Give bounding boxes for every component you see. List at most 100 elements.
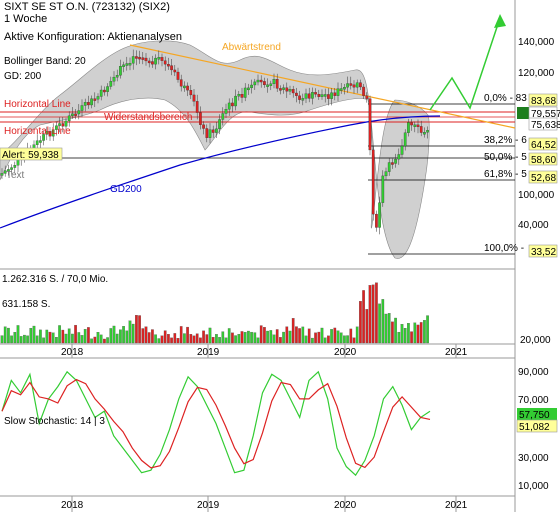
stoch-axis-90: 90,000: [518, 367, 549, 378]
candle-body: [336, 88, 340, 96]
candle-body: [323, 94, 327, 97]
candle-body: [314, 92, 317, 95]
candle-body: [131, 56, 135, 64]
candle-body: [218, 119, 221, 130]
candle-body: [163, 60, 167, 65]
volume-bar: [304, 335, 308, 344]
volume-bar: [173, 333, 177, 344]
volume-bar: [77, 332, 81, 344]
candle-body: [410, 122, 413, 126]
chart-interval: 1 Woche: [4, 13, 48, 25]
candle-body: [173, 69, 177, 73]
candle-body: [330, 92, 333, 99]
volume-bar: [410, 331, 413, 344]
volume-bar: [218, 337, 221, 344]
x-label-2018-b: 2018: [61, 500, 84, 511]
candle-body: [269, 83, 273, 86]
volume-bar: [349, 328, 353, 344]
candle-body: [179, 79, 183, 87]
volume-bar: [253, 332, 257, 344]
volume-bar: [240, 331, 244, 344]
volume-bar: [67, 328, 71, 344]
candle-body: [183, 85, 186, 89]
candle-body: [215, 128, 218, 133]
volume-top-label: 1.262.316 S. / 70,0 Mio.: [2, 274, 108, 285]
candle-body: [352, 84, 356, 88]
volume-bar: [323, 337, 327, 344]
candle-body: [237, 93, 241, 97]
volume-bar: [419, 322, 423, 344]
volume-bar: [186, 326, 189, 344]
volume-bar: [375, 282, 378, 344]
chart-title: SIXT SE ST O.N. (723132) (SIX2): [4, 1, 170, 13]
candle-body: [365, 95, 369, 99]
text-label: Text: [6, 170, 25, 181]
candle-body: [154, 57, 157, 65]
downtrend-line: [129, 44, 516, 129]
candle-body: [339, 88, 343, 91]
candle-body: [426, 130, 429, 133]
candle-body: [349, 83, 353, 86]
volume-bar: [64, 333, 68, 344]
candle-body: [371, 149, 375, 215]
price-axis-120: 120,000: [518, 68, 555, 79]
volume-bar: [55, 337, 58, 344]
volume-bar: [224, 337, 228, 344]
volume-bar: [394, 317, 397, 344]
candle-body: [119, 66, 122, 76]
candle-body: [42, 134, 45, 141]
volume-axis-label: 20,000: [520, 335, 551, 346]
volume-bar: [282, 331, 285, 344]
candle-body: [400, 145, 404, 155]
candle-body: [285, 87, 289, 92]
candle-body: [387, 162, 391, 172]
fib-label-618: 61,8% - 5: [484, 169, 527, 180]
volume-bar: [176, 338, 180, 344]
candle-body: [234, 95, 237, 107]
volume-bar: [179, 326, 183, 344]
volume-bar: [307, 328, 311, 344]
price-axis-100: 100,000: [518, 190, 555, 201]
candle-body: [122, 64, 125, 67]
volume-bar: [96, 332, 100, 344]
volume-bar: [247, 330, 250, 344]
volume-bar: [333, 327, 337, 344]
volume-bar: [314, 332, 317, 344]
volume-bar: [151, 329, 154, 344]
volume-bar: [103, 338, 106, 344]
volume-bar: [35, 335, 39, 344]
volume-bar: [154, 334, 157, 344]
candle-body: [157, 57, 161, 60]
volume-bar: [141, 328, 145, 344]
candle-body: [58, 123, 61, 126]
volume-bar: [285, 326, 289, 344]
candle-body: [266, 84, 269, 87]
candle-body: [359, 82, 362, 88]
volume-bar: [378, 303, 381, 344]
candle-body: [346, 83, 349, 88]
volume-bar: [311, 337, 314, 344]
candle-body: [147, 60, 151, 64]
volume-bar: [48, 331, 52, 344]
candle-body: [61, 123, 65, 127]
candle-body: [211, 129, 215, 133]
candle-body: [295, 92, 298, 96]
volume-bar: [407, 323, 410, 344]
candle-body: [39, 140, 42, 143]
candle-body: [10, 167, 13, 170]
candle-body: [279, 88, 282, 91]
projection-arrowhead: [494, 14, 506, 28]
candle-body: [93, 98, 97, 101]
candle-body: [96, 96, 100, 100]
candle-body: [221, 113, 225, 120]
fib-value-100: 33,52: [531, 247, 556, 258]
fib-label-0: 0,0% - 83: [484, 93, 527, 104]
volume-bar: [352, 337, 356, 344]
candle-body: [231, 102, 234, 107]
bollinger-label: Bollinger Band: 20: [4, 56, 86, 67]
candle-body: [67, 115, 71, 122]
candle-body: [112, 76, 116, 82]
volume-bar: [160, 335, 164, 344]
stoch-axis-10: 10,000: [518, 481, 549, 492]
